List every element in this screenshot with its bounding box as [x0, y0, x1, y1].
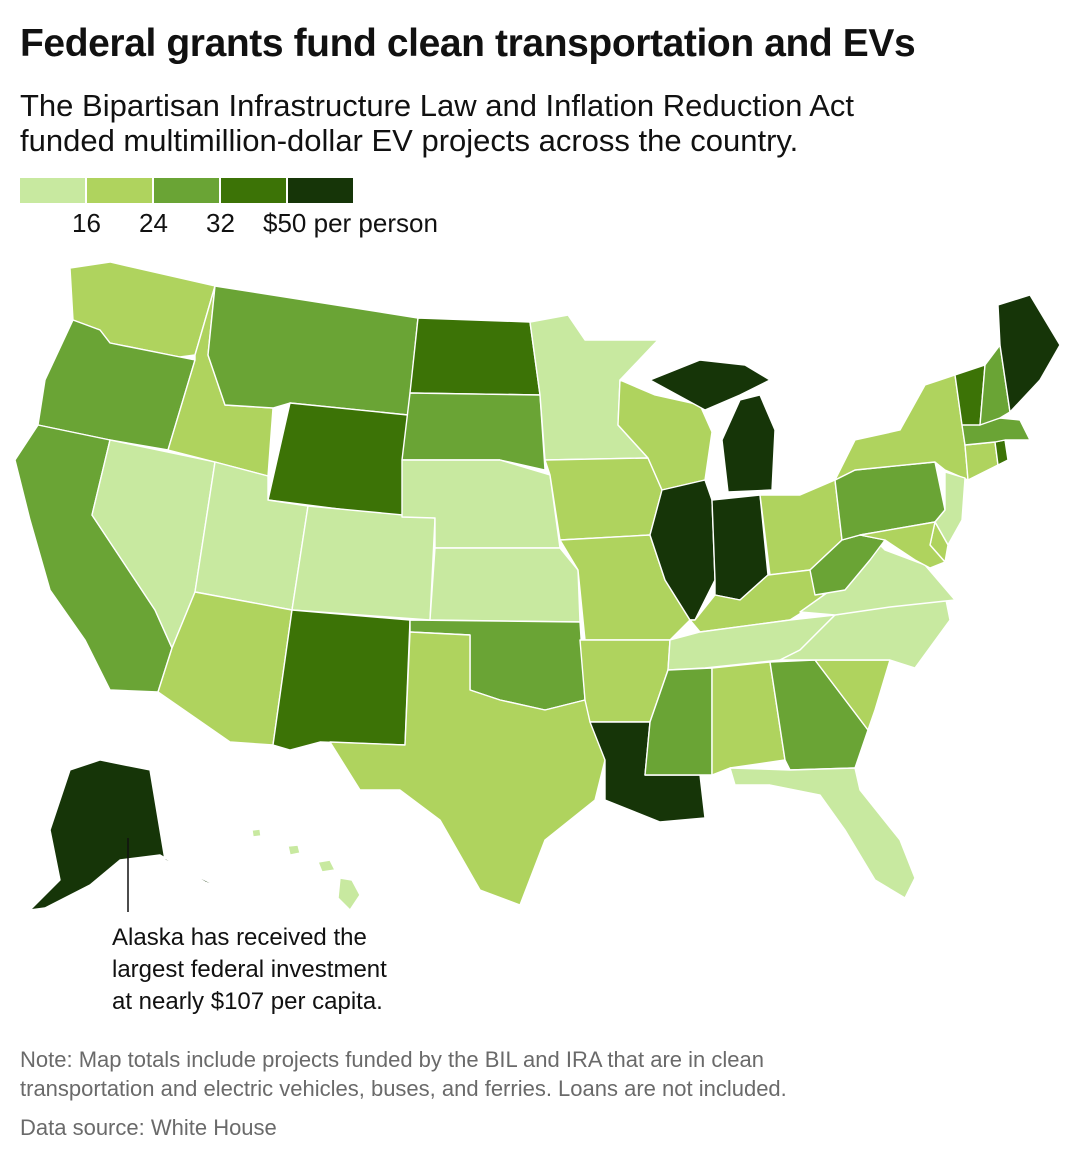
state-ri[interactable] [994, 439, 1009, 466]
state-ks[interactable] [429, 547, 581, 623]
state-sd[interactable] [401, 392, 546, 471]
state-hi-maui[interactable] [317, 859, 336, 873]
footnote-line-2: transportation and electric vehicles, bu… [20, 1076, 787, 1101]
legend-label-24: 24 [139, 208, 168, 238]
annotation-line-3: at nearly $107 per capita. [112, 988, 383, 1015]
color-legend: 16 24 32 $50 per person [20, 178, 520, 238]
state-mi[interactable] [649, 359, 771, 411]
legend-swatch-4 [221, 178, 286, 203]
legend-swatch-3 [154, 178, 219, 203]
footnote-line-1: Note: Map totals include projects funded… [20, 1047, 764, 1072]
state-wy[interactable] [267, 402, 409, 518]
annotation-line-2: largest federal investment [112, 956, 387, 983]
state-tx[interactable] [329, 631, 606, 906]
data-source: Data source: White House [20, 1115, 277, 1140]
state-al[interactable] [711, 661, 786, 776]
state-md[interactable] [859, 521, 946, 569]
legend-label-32: 32 [206, 208, 235, 238]
state-mt[interactable] [207, 285, 419, 416]
legend-label-50: $50 per person [263, 208, 438, 238]
state-fl[interactable] [729, 767, 916, 899]
state-ak[interactable] [29, 759, 226, 911]
chart-title: Federal grants fund clean transportation… [20, 22, 916, 65]
state-ct[interactable] [964, 441, 999, 481]
state-ia[interactable] [544, 457, 663, 541]
state-hi-oahu[interactable] [287, 844, 301, 856]
state-co[interactable] [291, 505, 436, 621]
us-choropleth-map [14, 261, 1061, 912]
state-nm[interactable] [272, 609, 411, 751]
state-hi-kauai[interactable] [251, 828, 262, 838]
legend-label-16: 16 [72, 208, 101, 238]
state-nd[interactable] [409, 317, 541, 396]
state-mi-lower[interactable] [721, 394, 776, 493]
subtitle-line-1: The Bipartisan Infrastructure Law and In… [20, 88, 855, 123]
state-nc[interactable] [779, 594, 951, 669]
legend-swatch-1 [20, 178, 85, 203]
subtitle-line-2: funded multimillion-dollar EV projects a… [20, 123, 799, 158]
state-hi-big-island[interactable] [337, 877, 361, 911]
legend-swatch-2 [87, 178, 152, 203]
state-me[interactable] [997, 294, 1061, 413]
alaska-annotation: Alaska has received the largest federal … [112, 922, 472, 1018]
annotation-line-1: Alaska has received the [112, 924, 367, 951]
state-ny[interactable] [834, 374, 969, 481]
footnote: Note: Map totals include projects funded… [20, 1045, 1060, 1103]
legend-swatch-5 [288, 178, 353, 203]
chart-subtitle: The Bipartisan Infrastructure Law and In… [20, 88, 1060, 158]
